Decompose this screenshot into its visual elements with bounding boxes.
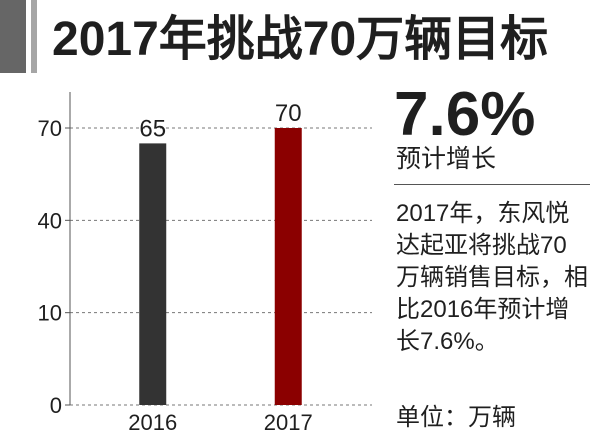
growth-headline: 7.6%: [394, 80, 536, 149]
description-line: 长7.6%。: [396, 328, 499, 355]
unit-label: 单位：万辆: [396, 404, 516, 431]
data-label-2016: 65: [139, 115, 166, 142]
growth-caption: 预计增长: [396, 145, 497, 173]
description-line: 2017年，东风悦: [396, 200, 570, 227]
y-tick-label: 40: [38, 208, 62, 233]
header-accent-stripe: [31, 0, 37, 73]
description-line: 达起亚将挑战70: [396, 232, 567, 259]
y-tick-label: 10: [38, 301, 62, 326]
description-line: 比2016年预计增: [396, 296, 570, 323]
bar-2017: [274, 128, 302, 405]
divider: [394, 184, 590, 185]
bar-chart: 0 10 40 70 65 2016 70 2017: [38, 92, 372, 435]
bar-2016: [139, 143, 167, 405]
header-accent-block: [0, 0, 26, 73]
description: 2017年，东风悦 达起亚将挑战70 万辆销售目标，相 比2016年预计增 长7.6%。: [396, 198, 588, 358]
description-line: 万辆销售目标，相: [396, 264, 588, 291]
y-tick-label: 0: [50, 393, 62, 418]
page-title: 2017年挑战70万辆目标: [52, 13, 549, 66]
x-tick-label-2016: 2016: [128, 410, 177, 435]
y-tick-label: 70: [38, 116, 62, 141]
data-label-2017: 70: [275, 100, 302, 127]
x-tick-label-2017: 2017: [264, 410, 313, 435]
